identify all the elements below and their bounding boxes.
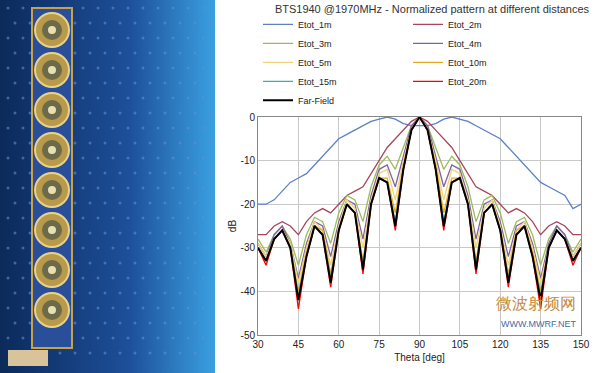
svg-text:Etot_4m: Etot_4m [448,39,482,49]
svg-text:90: 90 [414,339,426,350]
svg-text:Far-Field: Far-Field [298,96,334,106]
svg-text:微波射频网: 微波射频网 [496,294,576,313]
svg-text:Etot_15m: Etot_15m [298,77,337,87]
svg-text:75: 75 [374,339,386,350]
svg-text:Etot_20m: Etot_20m [448,77,487,87]
svg-text:-50: -50 [241,330,256,341]
svg-text:-10: -10 [241,155,256,166]
svg-text:WWW.MWRF.NET: WWW.MWRF.NET [501,319,576,329]
svg-text:45: 45 [293,339,305,350]
svg-text:Etot_1m: Etot_1m [298,20,332,30]
svg-text:BTS1940 @1970MHz - Normalized: BTS1940 @1970MHz - Normalized pattern at… [275,3,590,15]
svg-text:Etot_3m: Etot_3m [298,39,332,49]
svg-text:120: 120 [492,339,509,350]
svg-text:30: 30 [252,339,264,350]
svg-text:-20: -20 [241,199,256,210]
svg-text:Etot_10m: Etot_10m [448,58,487,68]
svg-text:0: 0 [249,112,255,123]
svg-text:-30: -30 [241,242,256,253]
svg-text:Etot_5m: Etot_5m [298,58,332,68]
svg-text:135: 135 [532,339,549,350]
svg-text:dB: dB [227,220,238,233]
svg-text:60: 60 [333,339,345,350]
svg-text:Theta [deg]: Theta [deg] [394,352,445,363]
svg-text:150: 150 [573,339,590,350]
svg-text:Etot_2m: Etot_2m [448,20,482,30]
svg-text:-40: -40 [241,286,256,297]
svg-text:105: 105 [452,339,469,350]
